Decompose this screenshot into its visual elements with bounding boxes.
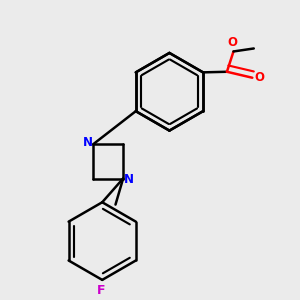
Text: O: O	[227, 36, 237, 49]
Text: N: N	[83, 136, 93, 149]
Text: N: N	[124, 173, 134, 186]
Text: O: O	[254, 71, 265, 84]
Text: F: F	[97, 284, 105, 297]
